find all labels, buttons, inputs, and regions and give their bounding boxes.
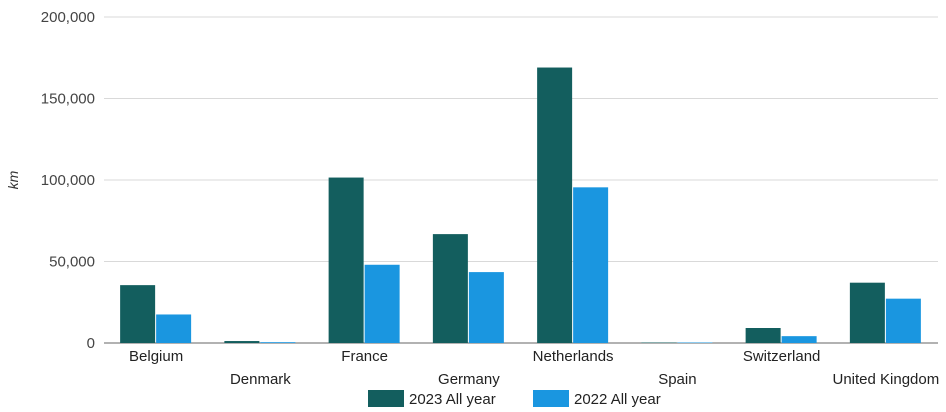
legend-label: 2022 All year: [574, 391, 661, 408]
y-tick-label: 100,000: [41, 172, 95, 189]
x-tick-label: United Kingdom: [833, 371, 940, 388]
gridlines: [104, 16, 938, 344]
legend-label: 2023 All year: [409, 391, 496, 408]
x-tick-label: Belgium: [129, 348, 183, 365]
bar: [677, 342, 713, 344]
y-tick-label: 0: [87, 335, 95, 352]
legend: 2023 All year 2022 All year: [368, 390, 661, 408]
x-tick-label: Spain: [658, 371, 696, 388]
x-tick-label: Switzerland: [743, 348, 821, 365]
x-tick-label: Netherlands: [533, 348, 614, 365]
bar: [224, 341, 260, 343]
x-tick-label: Germany: [438, 371, 500, 388]
bar: [260, 342, 296, 343]
bar: [885, 298, 921, 343]
bar: [120, 285, 156, 343]
bars: [120, 67, 921, 344]
y-tick-label: 150,000: [41, 91, 95, 108]
y-axis-ticks: 0 50,000 100,000 150,000 200,000: [41, 9, 95, 352]
y-tick-label: 200,000: [41, 9, 95, 26]
bar: [745, 328, 781, 343]
bar: [641, 342, 677, 344]
bar: [364, 264, 400, 343]
y-axis-title: km: [5, 170, 21, 189]
bar: [573, 187, 609, 343]
bar: [328, 177, 364, 343]
bar: [781, 336, 817, 343]
x-axis-labels: Belgium Denmark France Germany Netherlands Sp…: [129, 348, 939, 388]
bar: [156, 314, 192, 343]
bar: [432, 234, 468, 343]
x-tick-label: France: [341, 348, 388, 365]
y-tick-label: 50,000: [49, 254, 95, 271]
x-tick-label: Denmark: [230, 371, 291, 388]
legend-swatch: [368, 390, 404, 407]
legend-swatch: [533, 390, 569, 407]
bar: [537, 67, 573, 343]
bar: [468, 272, 504, 343]
bar: [849, 282, 885, 343]
